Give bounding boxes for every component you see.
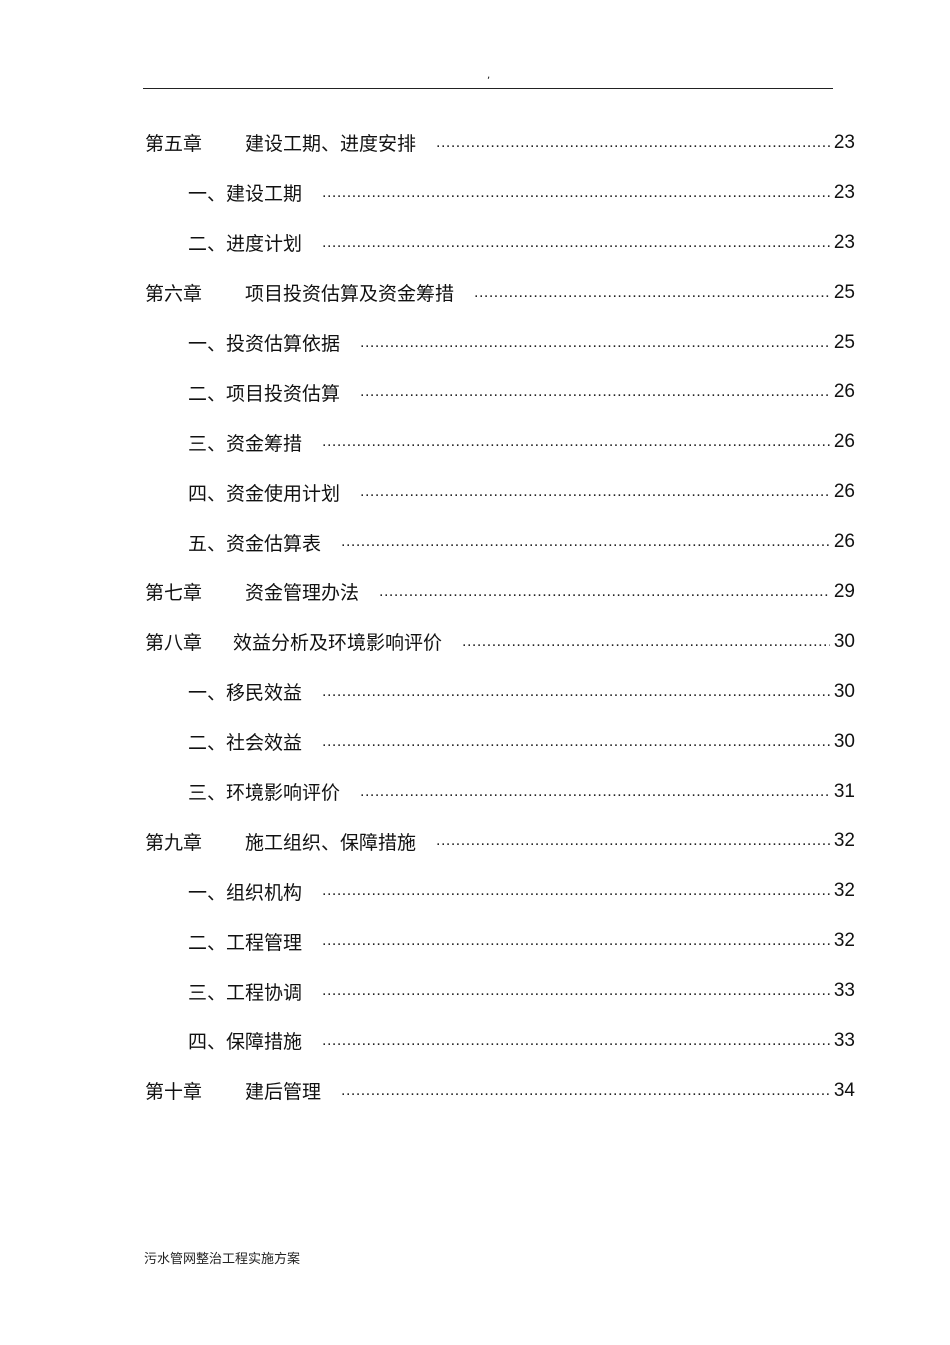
entry-title: 一、移民效益	[188, 682, 303, 705]
chapter-number: 第八章	[145, 632, 203, 655]
toc-section-entry[interactable]: 三、资金筹措 26	[145, 417, 855, 467]
dot-leader	[322, 1032, 830, 1050]
page-number: 33	[833, 980, 855, 1002]
dot-leader	[322, 982, 830, 1000]
dot-leader	[360, 483, 830, 501]
dot-leader	[322, 683, 830, 701]
header-mark: ,	[487, 70, 491, 81]
page-number: 26	[833, 381, 855, 403]
entry-title: 资金管理办法	[245, 582, 360, 605]
page-number: 23	[833, 181, 855, 203]
page-number: 23	[833, 231, 855, 253]
toc-chapter-entry[interactable]: 第七章 资金管理办法 29	[145, 567, 855, 617]
page-number: 26	[833, 531, 855, 553]
page-number: 25	[833, 331, 855, 353]
page-number: 29	[833, 580, 855, 602]
chapter-number: 第七章	[145, 582, 203, 605]
dot-leader	[341, 1082, 830, 1100]
table-of-contents: 第五章 建设工期、进度安排 23 一、建设工期 23 二、进度计划 23 第六章 项目投资估算及…	[145, 118, 855, 1116]
page-number: 32	[833, 880, 855, 902]
dot-leader	[322, 234, 830, 252]
chapter-number: 第九章	[145, 831, 203, 854]
chapter-number: 第六章	[145, 283, 203, 306]
toc-section-entry[interactable]: 三、环境影响评价 31	[145, 767, 855, 817]
entry-title: 建后管理	[245, 1081, 322, 1104]
dot-leader	[322, 932, 830, 950]
toc-chapter-entry[interactable]: 第九章 施工组织、保障措施 32	[145, 816, 855, 866]
toc-section-entry[interactable]: 四、保障措施 33	[145, 1016, 855, 1066]
dot-leader	[360, 783, 830, 801]
toc-section-entry[interactable]: 五、资金估算表 26	[145, 517, 855, 567]
dot-leader	[474, 284, 830, 302]
toc-section-entry[interactable]: 二、项目投资估算 26	[145, 367, 855, 417]
page-number: 26	[833, 481, 855, 503]
entry-title: 二、社会效益	[188, 732, 303, 755]
dot-leader	[436, 134, 830, 152]
footer-title: 污水管网整治工程实施方案	[144, 1252, 301, 1267]
dot-leader	[341, 533, 830, 551]
toc-section-entry[interactable]: 一、移民效益 30	[145, 667, 855, 717]
toc-section-entry[interactable]: 一、投资估算依据 25	[145, 318, 855, 368]
dot-leader	[322, 184, 830, 202]
dot-leader	[360, 334, 830, 352]
entry-title: 施工组织、保障措施	[245, 831, 417, 854]
page-number: 26	[833, 431, 855, 453]
page-number: 30	[833, 680, 855, 702]
entry-title: 二、项目投资估算	[188, 382, 341, 405]
dot-leader	[322, 433, 830, 451]
page-number: 31	[833, 780, 855, 802]
toc-section-entry[interactable]: 二、工程管理 32	[145, 916, 855, 966]
page-number: 30	[833, 630, 855, 652]
dot-leader	[379, 583, 830, 601]
dot-leader	[462, 633, 830, 651]
entry-title: 五、资金估算表	[188, 532, 322, 555]
page-number: 32	[833, 930, 855, 952]
page-number: 25	[833, 281, 855, 303]
toc-section-entry[interactable]: 一、组织机构 32	[145, 866, 855, 916]
header-rule	[143, 88, 833, 89]
entry-title: 一、投资估算依据	[188, 333, 341, 355]
entry-title: 项目投资估算及资金筹措	[245, 283, 455, 306]
page-number: 34	[833, 1079, 855, 1101]
page-number: 30	[833, 730, 855, 752]
entry-title: 三、资金筹措	[188, 432, 303, 455]
page-number: 33	[833, 1029, 855, 1051]
entry-title: 一、建设工期	[188, 183, 303, 206]
toc-chapter-entry[interactable]: 第六章 项目投资估算及资金筹措 25	[145, 268, 855, 318]
entry-title: 四、保障措施	[188, 1031, 303, 1054]
entry-title: 三、工程协调	[188, 981, 303, 1004]
dot-leader	[436, 832, 830, 850]
entry-title: 建设工期、进度安排	[245, 133, 417, 156]
entry-title: 四、资金使用计划	[188, 482, 341, 505]
toc-section-entry[interactable]: 二、进度计划 23	[145, 218, 855, 268]
chapter-number: 第十章	[145, 1081, 203, 1104]
toc-section-entry[interactable]: 二、社会效益 30	[145, 717, 855, 767]
dot-leader	[322, 733, 830, 751]
dot-leader	[360, 383, 830, 401]
entry-title: 一、组织机构	[188, 881, 303, 904]
page-number: 23	[833, 131, 855, 153]
entry-title: 二、进度计划	[188, 233, 303, 256]
entry-title: 效益分析及环境影响评价	[233, 632, 443, 655]
toc-section-entry[interactable]: 三、工程协调 33	[145, 966, 855, 1016]
chapter-number: 第五章	[145, 133, 203, 156]
toc-chapter-entry[interactable]: 第十章 建后管理 34	[145, 1066, 855, 1116]
dot-leader	[322, 882, 830, 900]
toc-section-entry[interactable]: 四、资金使用计划 26	[145, 467, 855, 517]
toc-section-entry[interactable]: 一、建设工期 23	[145, 168, 855, 218]
entry-title: 三、环境影响评价	[188, 782, 341, 805]
toc-chapter-entry[interactable]: 第八章 效益分析及环境影响评价 30	[145, 617, 855, 667]
entry-title: 二、工程管理	[188, 931, 303, 954]
page-number: 32	[833, 830, 855, 852]
toc-chapter-entry[interactable]: 第五章 建设工期、进度安排 23	[145, 118, 855, 168]
